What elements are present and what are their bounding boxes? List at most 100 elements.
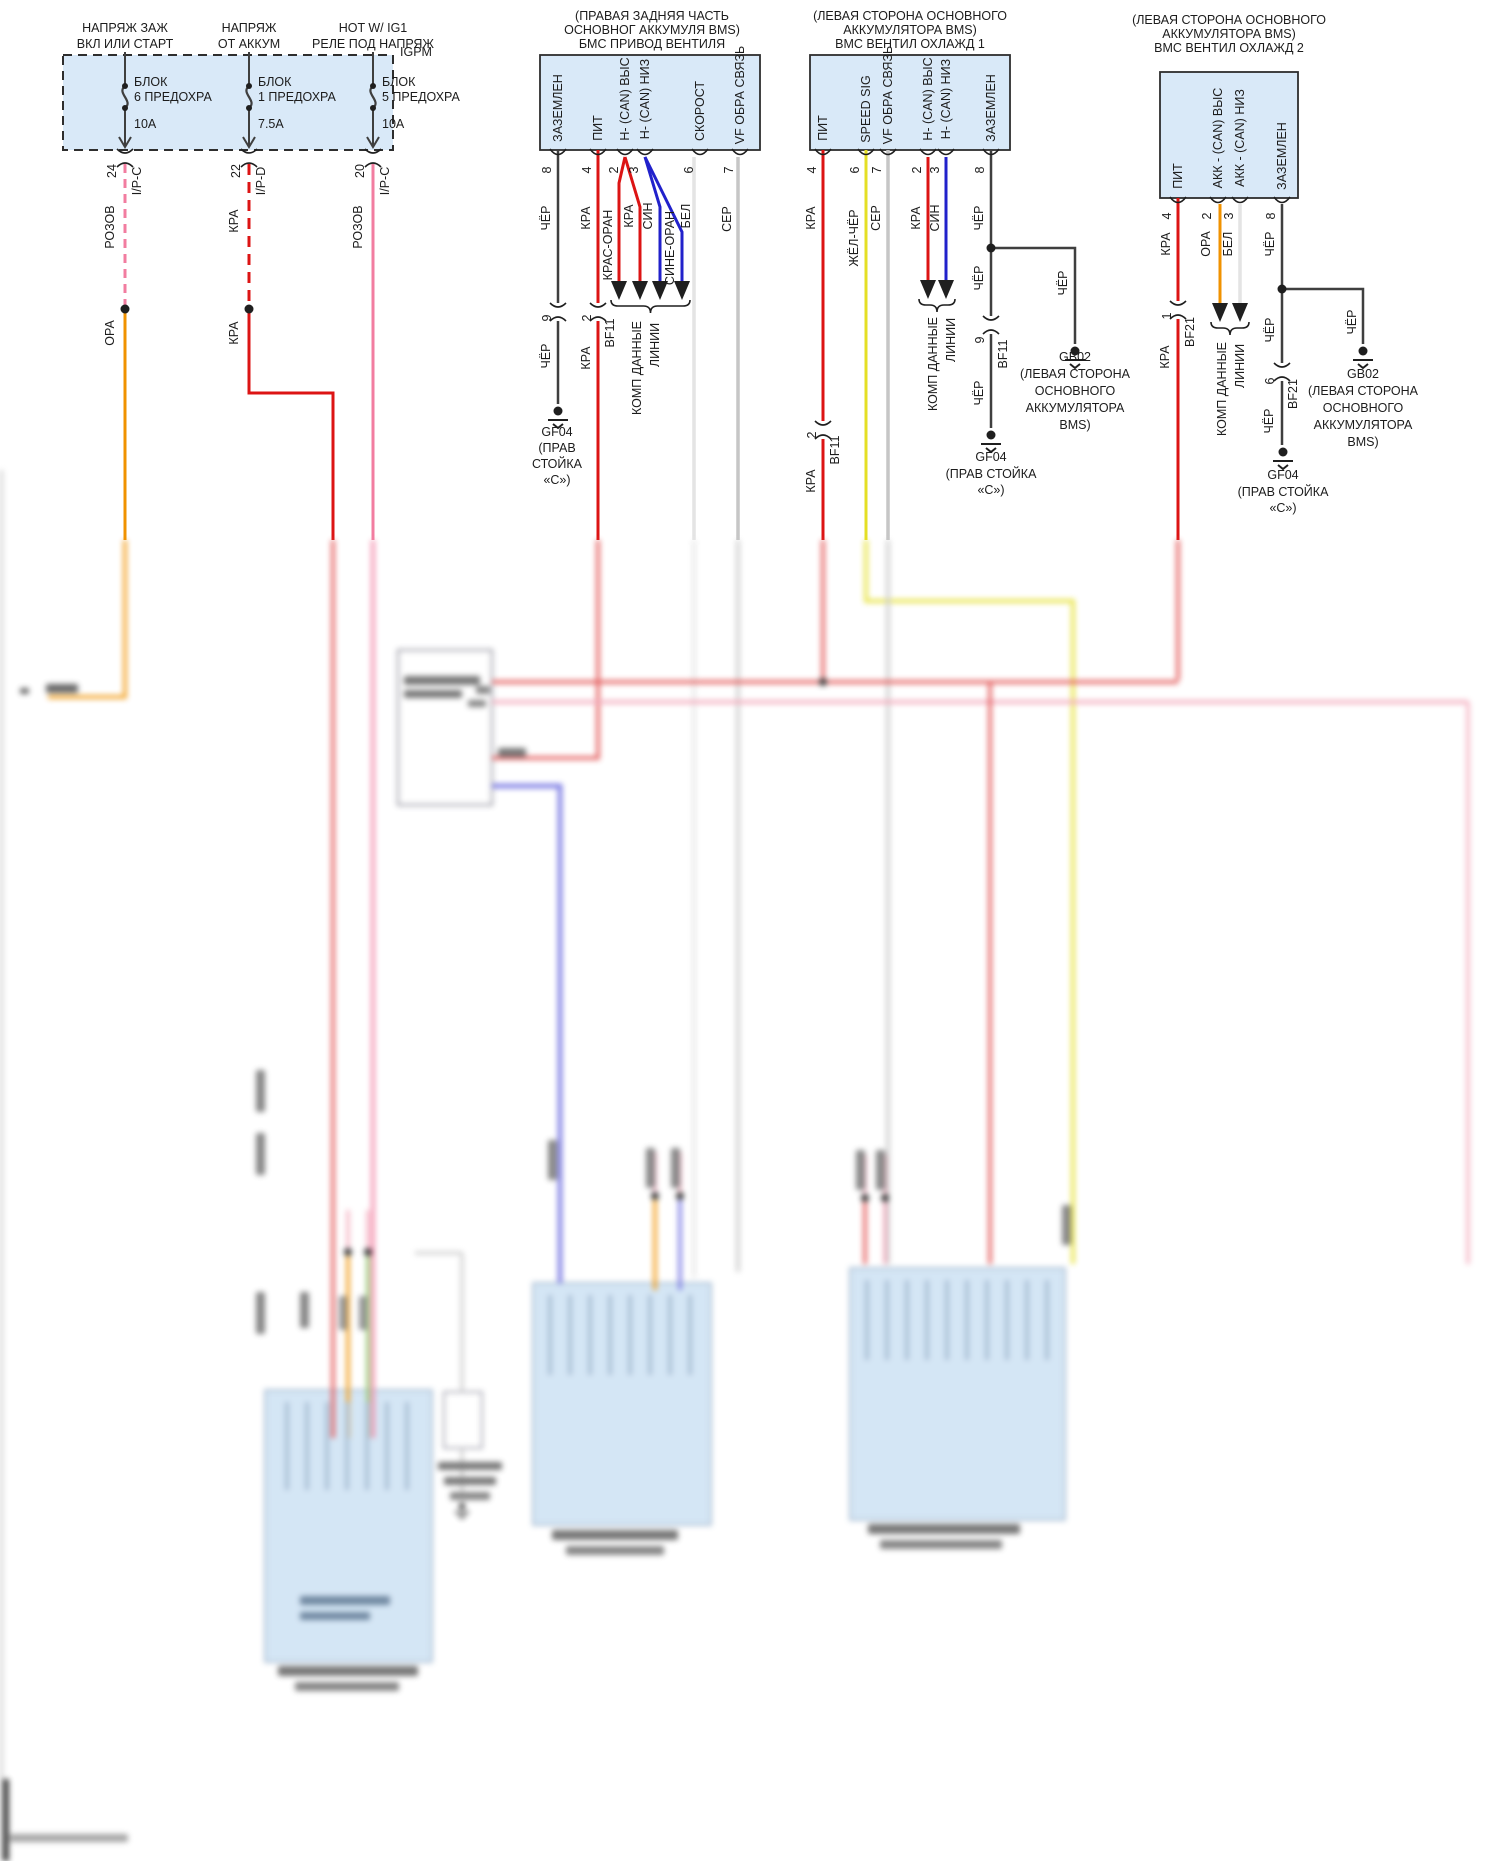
block1-title-1: (ПРАВАЯ ЗАДНЯЯ ЧАСТЬ [575, 8, 729, 23]
blur-junction-dot [881, 1194, 889, 1202]
ground-symbol [457, 1514, 467, 1520]
blur-text-blob [300, 1596, 390, 1605]
fuse-dot [370, 83, 376, 89]
junction-dot [244, 304, 254, 314]
b3-bf21: BF21 [1285, 379, 1300, 409]
block3-title-3: ВМС ВЕНТИЛ ОХЛАЖД 2 [1154, 40, 1304, 55]
b3-bf21b: BF21 [1182, 317, 1197, 347]
blur-junction-dot [676, 1192, 684, 1200]
wire-ora: ОРА [102, 320, 117, 346]
b3-gb02-l4: BMS) [1347, 434, 1379, 449]
blur-label-streak [365, 1402, 369, 1490]
ground-symbol [1070, 346, 1080, 356]
blur-label-streak [285, 1402, 289, 1490]
blur-ora [48, 540, 127, 699]
pin-connector-arc [549, 148, 567, 156]
pin-connector-arc [616, 148, 634, 156]
b1-pinnum-3: 3 [626, 166, 641, 174]
data-line-arrow [920, 280, 936, 299]
fuse2-num: 1 ПРЕДОХРА [258, 89, 336, 104]
blur-label-streak [885, 1280, 889, 1360]
b2-wire-sin: СИН [927, 204, 942, 232]
inline-connector [1273, 376, 1291, 382]
b2-datalines-2: ЛИНИИ [943, 317, 958, 363]
b1-conn2: 2 [579, 314, 594, 322]
b3-pinnum-3: 3 [1221, 212, 1236, 220]
inline-connector [240, 148, 258, 154]
b1-pinnum-7: 7 [721, 166, 736, 174]
underbrace [918, 298, 956, 313]
ground-symbol [986, 430, 996, 440]
b1-conn9: 9 [539, 314, 554, 322]
b3-pin-pit: ПИТ [1170, 163, 1185, 189]
b1-wire-krasoran: КРАС-ОРАН [600, 209, 615, 281]
b2-pinnum-4: 4 [804, 166, 819, 174]
b3-gf04-l2: «С») [1269, 500, 1297, 515]
fuse-dot [122, 83, 128, 89]
b2-conn9: 9 [972, 336, 987, 344]
blur-text-blob [552, 1530, 678, 1540]
b1-wire-kra2: КРА [621, 204, 636, 228]
b2-gb02-l4: BMS) [1059, 417, 1091, 432]
pin-24: 24 [104, 164, 119, 178]
blur-component-mid [532, 1282, 712, 1526]
inline-connector [1273, 362, 1291, 368]
b1-can-l1 [643, 156, 662, 281]
b2-pinnum-3: 3 [927, 166, 942, 174]
blur-text-blob [359, 1296, 367, 1330]
pin-connector-arc [1209, 196, 1227, 204]
b1-pinnum-6: 6 [681, 166, 696, 174]
ground-symbol [552, 423, 564, 430]
pin-connector-arc [937, 148, 955, 156]
fuse-dot [246, 83, 252, 89]
pin-connector-arc [919, 148, 937, 156]
block2-title-2: АККУМУЛЯТОРА BMS) [843, 22, 977, 37]
b1-datalines-1: КОМП ДАННЫЕ [629, 321, 644, 415]
blur-text-blob [476, 686, 490, 694]
blur-label-streak [1045, 1280, 1049, 1360]
blur-text-blob [46, 684, 78, 693]
block1-title-3: БМС ПРИВОД ВЕНТИЛЯ [578, 36, 726, 51]
ground-symbol [1278, 447, 1288, 457]
conn-ipc-2: I/P-C [377, 166, 392, 196]
open-arrowhead [118, 136, 132, 149]
fusebox-name: IGPM [400, 44, 432, 59]
underbrace [610, 299, 691, 314]
b3-wire-chjor: ЧЁР [1262, 231, 1277, 257]
underbrace [1210, 321, 1250, 336]
kra-solid [247, 309, 335, 540]
inline-connector [1169, 314, 1187, 320]
fuse3-num: 5 ПРЕДОХРА [382, 89, 460, 104]
b3-kra3: КРА [1157, 345, 1172, 369]
blur-text-blob [278, 1666, 418, 1676]
inline-connector [240, 162, 258, 168]
blur-junction-dot [819, 678, 827, 686]
b2-wire-zhjolchjor: ЖЁЛ-ЧЁР [846, 209, 861, 267]
open-arrowhead [366, 136, 380, 149]
ground-symbol [1277, 464, 1289, 471]
blur-label-streak [345, 1402, 349, 1490]
wire-kra-f2: КРА [226, 209, 241, 233]
blur-text-blob [300, 1612, 370, 1620]
b2-pin-pit: ПИТ [815, 115, 830, 141]
b3-gb02-l3: АККУМУЛЯТОРА [1313, 417, 1413, 432]
blur-label-streak [865, 1280, 869, 1360]
b3-datalines-1: КОМП ДАННЫЕ [1214, 342, 1229, 436]
blur-text-blob [295, 1682, 399, 1691]
blur-text-blob [450, 1492, 490, 1500]
blur-text-blob [646, 1148, 655, 1188]
b1-pinnum-2: 2 [606, 166, 621, 174]
data-line-arrow [1232, 303, 1248, 322]
b3-wire-bel: БЕЛ [1220, 231, 1235, 257]
inline-connector [116, 162, 134, 168]
blur-blue [492, 783, 563, 1283]
b3-wire-kra: КРА [1158, 232, 1173, 256]
blur-text-blob [566, 1546, 664, 1555]
block2-title-3: ВМС ВЕНТИЛ ОХЛАЖД 1 [835, 36, 985, 51]
inline-connector [116, 148, 134, 154]
blur-label-streak [608, 1295, 612, 1375]
b2-gf04-l2: «С») [977, 482, 1005, 497]
blur-text-blob [256, 1133, 265, 1175]
b1-wire-sineoran: СИНЕ-ОРАН [662, 210, 677, 286]
